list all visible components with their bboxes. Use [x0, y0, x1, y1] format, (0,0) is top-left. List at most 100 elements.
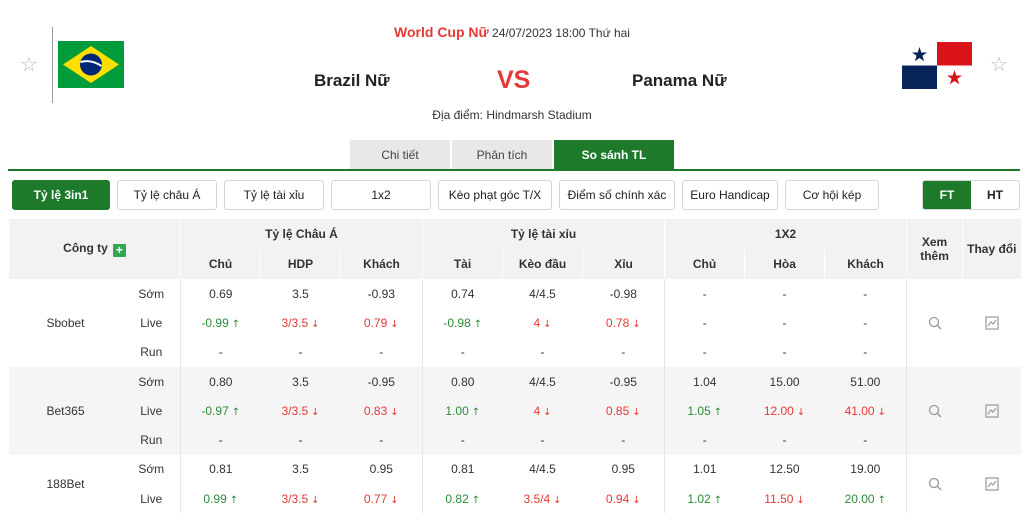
odds-cell-1x2-draw: -: [744, 308, 825, 338]
odds-cell-1x2-home: -: [664, 279, 745, 309]
odds-value: 15.00: [769, 374, 800, 389]
line-chart-icon[interactable]: [984, 477, 999, 492]
odds-cell-1x2-away: -: [824, 337, 907, 367]
subtab-corners[interactable]: Kèo phạt góc T/X: [438, 180, 552, 210]
home-team-name[interactable]: Brazil Nữ: [314, 71, 390, 90]
bookmaker-name[interactable]: Sbobet: [8, 279, 123, 367]
odds-cell-asian-away: 0.77 ↓: [340, 484, 423, 514]
tab-underline: [8, 169, 1020, 171]
odds-cell-ou-line: 4 ↓: [502, 396, 583, 426]
arrow-down-icon: ↓: [632, 318, 641, 330]
line-chart-icon[interactable]: [984, 316, 999, 330]
odds-cell-1x2-draw: -: [744, 425, 825, 455]
odds-value: -: [540, 433, 545, 448]
odds-cell-asian-home: 0.81: [180, 454, 261, 485]
odds-cell-asian-away: 0.83 ↓: [340, 396, 423, 426]
odds-value: -: [621, 433, 626, 448]
ft-button[interactable]: FT: [923, 181, 971, 209]
bookmaker-name[interactable]: 188Bet: [8, 454, 123, 514]
favorite-star-icon[interactable]: ☆: [990, 52, 1008, 76]
odds-cell-1x2-draw: 11.50 ↓: [744, 484, 825, 514]
odds-value: 41.00: [844, 403, 875, 418]
odds-value: 0.95: [369, 462, 393, 477]
changes-cell: [962, 279, 1021, 367]
table-row: Sbobet Sớm 0.69 3.5 -0.93 0.74 4/4.5 -0.98 - - -: [8, 279, 1021, 367]
odds-cell-1x2-home: 1.05 ↑: [664, 396, 745, 426]
table-row: Run - - - - - - - - -: [9, 337, 1021, 367]
tab-odds-compare[interactable]: So sánh TL: [554, 140, 674, 170]
magnifier-icon[interactable]: [928, 316, 942, 330]
favorite-star-icon[interactable]: ☆: [20, 52, 38, 76]
odds-cell-ou-line: -: [502, 337, 583, 367]
odds-cell-asian-hdp: -: [260, 337, 341, 367]
league-name[interactable]: World Cup Nữ: [394, 24, 489, 40]
subtab-over-under[interactable]: Tỷ lệ tài xỉu: [224, 180, 324, 210]
arrow-down-icon: ↓: [632, 406, 641, 418]
subtab-1x2[interactable]: 1x2: [331, 180, 431, 210]
odds-value: 4/4.5: [529, 374, 556, 389]
subtab-asian[interactable]: Tỷ lệ châu Á: [117, 180, 217, 210]
row-label[interactable]: Run: [122, 337, 181, 367]
odds-value: -: [379, 345, 384, 360]
odds-value: 3/3.5: [281, 491, 309, 506]
odds-cell-ou-over: 0.82 ↑: [422, 484, 503, 514]
odds-value: -: [540, 345, 545, 360]
subtab-double-chance[interactable]: Cơ hội kép: [785, 180, 879, 210]
away-team-name[interactable]: Panama Nữ: [632, 71, 727, 90]
subtab-3in1[interactable]: Tỷ lệ 3in1: [12, 180, 110, 210]
period-toggle: FT HT: [922, 180, 1020, 210]
tab-analysis[interactable]: Phân tích: [452, 140, 552, 170]
table-row: Run - - - - - - - - -: [9, 425, 1021, 455]
arrow-up-icon: ↑: [713, 406, 723, 418]
panama-flag-icon: [902, 42, 972, 89]
row-label[interactable]: Run: [122, 425, 181, 455]
magnifier-icon[interactable]: [928, 404, 942, 418]
odds-value: 0.95: [611, 462, 635, 477]
odds-value: 0.80: [209, 374, 233, 389]
odds-cell-ou-line: 4 ↓: [502, 308, 583, 338]
match-header: ☆ World Cup Nữ 24/07/2023 18:00 Thứ hai …: [0, 0, 1024, 135]
arrow-down-icon: ↓: [796, 406, 806, 418]
odds-value: 0.94: [605, 491, 630, 506]
odds-value: 0.99: [203, 491, 227, 506]
odds-value: -: [702, 433, 707, 448]
odds-value: 4: [533, 403, 541, 418]
line-chart-icon[interactable]: [984, 404, 999, 418]
odds-cell-asian-home: -: [180, 337, 261, 367]
subtab-correct-score[interactable]: Điểm số chính xác: [559, 180, 675, 210]
bookmaker-name[interactable]: Bet365: [8, 366, 123, 455]
odds-value: -: [702, 345, 707, 360]
odds-cell-1x2-draw: 12.50: [744, 454, 825, 485]
add-company-icon[interactable]: +: [112, 244, 126, 257]
view-more-header: Xem thêm: [906, 219, 963, 279]
odds-cell-asian-hdp: 3.5: [260, 366, 341, 397]
odds-cell-1x2-away: 19.00: [824, 454, 907, 485]
odds-value: -: [863, 345, 868, 360]
odds-value: 4: [533, 315, 541, 330]
arrow-up-icon: ↑: [473, 318, 483, 330]
changes-cell: [962, 454, 1021, 514]
odds-value: 0.81: [451, 462, 475, 477]
odds-type-toolbar: Tỷ lệ 3in1 Tỷ lệ châu Á Tỷ lệ tài xỉu 1x…: [12, 180, 886, 210]
odds-cell-asian-away: -0.93: [340, 279, 423, 309]
table-row: Bet365 Sớm 0.80 3.5 -0.95 0.80 4/4.5 -0.95 1.04 1…: [8, 366, 1021, 455]
odds-value: -: [782, 286, 787, 301]
odds-cell-ou-over: -: [422, 425, 503, 455]
odds-cell-ou-over: 0.74: [422, 279, 503, 309]
subtab-euro-handicap[interactable]: Euro Handicap: [682, 180, 778, 210]
odds-cell-1x2-home: -: [664, 425, 745, 455]
odds-cell-ou-under: -0.95: [582, 366, 665, 397]
row-label: Sớm: [122, 366, 181, 397]
tab-details[interactable]: Chi tiết: [350, 140, 450, 170]
magnifier-icon[interactable]: [928, 477, 942, 491]
odds-cell-asian-home: -0.97 ↑: [180, 396, 261, 426]
odds-cell-1x2-away: -: [824, 425, 907, 455]
odds-cell-ou-under: 0.94 ↓: [582, 484, 665, 514]
ht-button[interactable]: HT: [971, 181, 1019, 209]
odds-value: -: [460, 345, 465, 360]
arrow-down-icon: ↓: [796, 494, 805, 506]
odds-value: 0.83: [363, 403, 388, 418]
odds-cell-ou-line: 3.5/4 ↓: [502, 484, 583, 514]
odds-value: -0.95: [609, 374, 637, 389]
arrow-down-icon: ↓: [390, 494, 399, 506]
